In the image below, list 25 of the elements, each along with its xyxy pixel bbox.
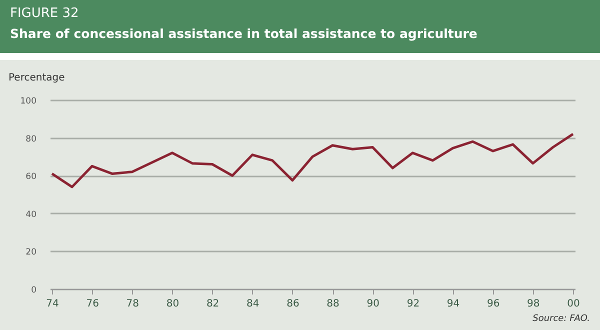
line-series — [50, 132, 574, 188]
y-tick-label: 40 — [26, 210, 36, 220]
x-tick-label: 94 — [446, 298, 460, 310]
x-tick-label: 84 — [246, 298, 260, 310]
x-tick-label: 80 — [166, 298, 180, 310]
y-tick-label: 20 — [26, 248, 36, 258]
y-tick-label: 60 — [26, 172, 36, 182]
chart-subtitle: FIGURE 32 — [10, 6, 79, 21]
x-tick-label: 92 — [406, 298, 420, 310]
x-tick-label: 82 — [206, 298, 220, 310]
x-tick-label: 98 — [527, 298, 540, 310]
x-tick-label: 74 — [46, 298, 59, 310]
x-tick-label: 88 — [326, 298, 340, 310]
source-note: Source: FAO. — [532, 314, 590, 324]
chart-title: Share of concessional assistance in total assistance to agriculture — [10, 26, 478, 41]
x-tick-label: 90 — [366, 298, 380, 310]
y-tick-label: 100 — [20, 96, 36, 106]
x-tick-label: 76 — [86, 298, 99, 310]
x-tick-label: 78 — [126, 298, 140, 310]
x-tick-label: 96 — [486, 298, 500, 310]
x-tick-label: 00 — [567, 298, 580, 310]
y-axis-title: Percentage — [8, 72, 65, 84]
y-tick-label: 0 — [31, 286, 36, 296]
y-tick-label: 80 — [26, 134, 36, 144]
x-tick-label: 86 — [286, 298, 300, 310]
